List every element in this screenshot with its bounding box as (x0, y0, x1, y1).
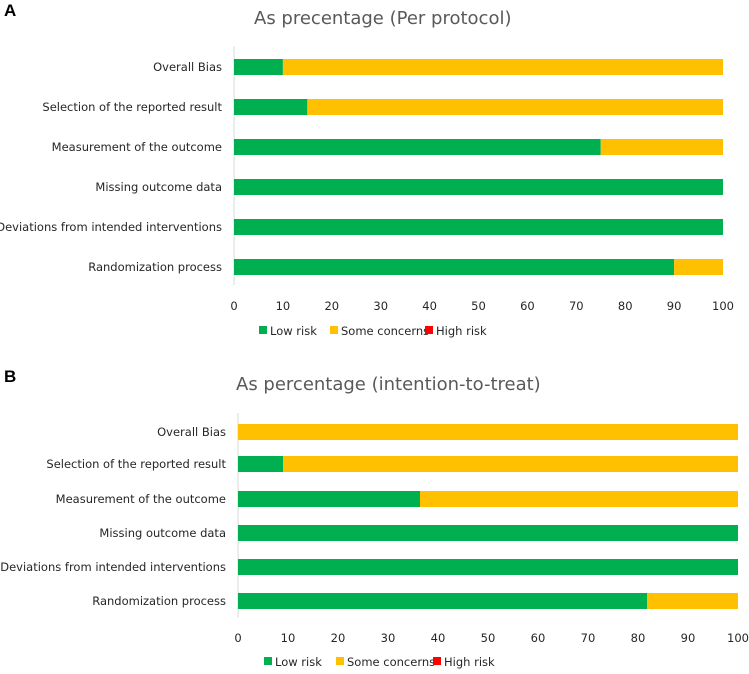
bar-low (238, 525, 738, 541)
legend-label: Low risk (275, 655, 322, 669)
chart-title: As percentage (intention-to-treat) (236, 374, 541, 395)
category-label: Selection of the reported result (46, 457, 226, 471)
bar-some (282, 59, 723, 75)
x-tick-label: 40 (431, 631, 446, 645)
x-tick-label: 70 (569, 299, 584, 313)
category-label: Randomization process (88, 260, 222, 274)
x-tick-label: 60 (520, 299, 535, 313)
bar-some (307, 99, 723, 115)
x-tick-label: 30 (381, 631, 396, 645)
chart-panel-a: A As precentage (Per protocol) Overall Bia… (0, 1, 734, 338)
x-tick-label: 40 (422, 299, 437, 313)
category-label: Selection of the reported result (42, 100, 222, 114)
bar-some (600, 139, 723, 155)
x-tick-label: 10 (276, 299, 291, 313)
x-tick-label: 10 (281, 631, 296, 645)
bar-some (674, 259, 723, 275)
x-tick-label: 60 (531, 631, 546, 645)
bar-low (234, 59, 283, 75)
bar-some (420, 491, 738, 507)
bar-low (238, 456, 283, 472)
x-tick-label: 50 (471, 299, 486, 313)
x-tick-label: 20 (324, 299, 339, 313)
x-tick-label: 80 (618, 299, 633, 313)
legend-swatch (259, 326, 267, 334)
x-tick-label: 80 (631, 631, 646, 645)
legend-label: High risk (444, 655, 495, 669)
x-tick-label: 50 (481, 631, 496, 645)
category-label: Deviations from intended interventions (0, 560, 226, 574)
legend-swatch (425, 326, 433, 334)
x-tick-label: 90 (681, 631, 696, 645)
x-tick-label: 20 (331, 631, 346, 645)
category-label: Overall Bias (157, 425, 226, 439)
bar-low (238, 559, 738, 575)
legend-label: Some concerns (347, 655, 435, 669)
x-tick-label: 0 (234, 631, 241, 645)
panel-letter: B (4, 367, 16, 386)
x-tick-label: 100 (727, 631, 749, 645)
bar-low (234, 139, 601, 155)
bar-some (283, 456, 738, 472)
legend-label: Some concerns (341, 324, 429, 338)
x-tick-label: 30 (373, 299, 388, 313)
x-tick-label: 100 (712, 299, 734, 313)
bar-low (234, 259, 675, 275)
legend-swatch (264, 657, 272, 665)
bar-low (238, 593, 647, 609)
category-label: Randomization process (92, 594, 226, 608)
bar-low (238, 491, 420, 507)
legend-swatch (336, 657, 344, 665)
panel-letter: A (4, 1, 16, 20)
category-label: Overall Bias (153, 60, 222, 74)
legend-label: High risk (436, 324, 487, 338)
category-label: Deviations from intended interventions (0, 220, 222, 234)
bar-some (647, 593, 738, 609)
bar-low (234, 99, 308, 115)
bar-some (238, 424, 738, 440)
x-tick-label: 90 (667, 299, 682, 313)
bar-low (234, 219, 723, 235)
legend-label: Low risk (270, 324, 317, 338)
category-label: Measurement of the outcome (52, 140, 222, 154)
chart-panel-b: B As percentage (intention-to-treat) Overa… (0, 367, 749, 669)
legend-swatch (433, 657, 441, 665)
x-tick-label: 70 (581, 631, 596, 645)
chart-title: As precentage (Per protocol) (254, 8, 511, 29)
category-label: Measurement of the outcome (56, 492, 226, 506)
category-label: Missing outcome data (99, 526, 226, 540)
legend-swatch (330, 326, 338, 334)
x-tick-label: 0 (230, 299, 237, 313)
category-label: Missing outcome data (95, 180, 222, 194)
bar-low (234, 179, 723, 195)
